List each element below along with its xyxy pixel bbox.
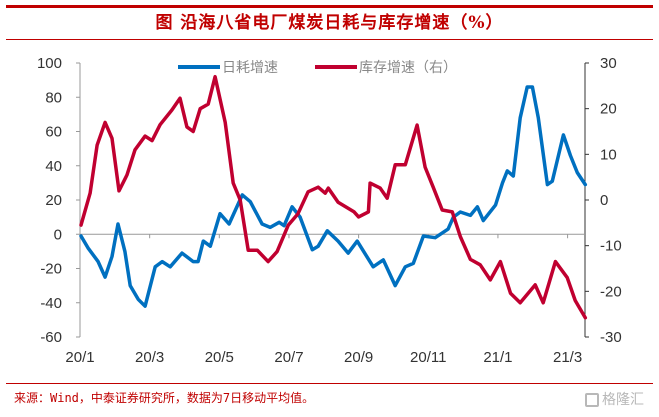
right-tick-label: -20 — [600, 283, 622, 300]
left-tick-label: 80 — [45, 89, 62, 106]
series-line-inventory — [79, 74, 588, 320]
left-tick-label: -40 — [40, 295, 62, 312]
right-tick-label: 10 — [600, 146, 617, 163]
series-group — [79, 74, 588, 320]
x-tick-label: 21/3 — [553, 349, 582, 366]
left-tick-label: 20 — [45, 192, 62, 209]
left-tick-label: 0 — [54, 226, 62, 243]
watermark-text: 格隆汇 — [602, 392, 644, 408]
right-tick-label: -10 — [600, 238, 622, 255]
x-tick-label: 20/9 — [344, 349, 373, 366]
x-tick-label: 21/1 — [483, 349, 512, 366]
footer-divider — [6, 383, 653, 384]
right-tick-label: -30 — [600, 329, 622, 346]
series-line-daily-consumption — [79, 85, 588, 308]
x-tick-label: 20/11 — [410, 349, 446, 366]
logo-icon — [585, 393, 599, 407]
left-tick-label: 100 — [37, 55, 62, 72]
x-tick-label: 20/7 — [274, 349, 303, 366]
left-tick-label: -60 — [40, 329, 62, 346]
x-tick-label: 20/5 — [205, 349, 234, 366]
watermark-logo: 格隆汇 — [585, 389, 653, 411]
chart-title: 图 沿海八省电厂煤炭日耗与库存增速（%） — [155, 13, 504, 33]
left-tick-label: -20 — [40, 261, 62, 278]
axes-group: 100806040200-20-40-603020100-10-20-3020/… — [37, 55, 622, 366]
legend-label: 库存增速（右） — [359, 60, 457, 76]
right-tick-label: 30 — [600, 55, 617, 72]
title-underline — [6, 39, 653, 40]
source-note: 来源：Wind，中泰证券研究所，数据为7日移动平均值。 — [14, 391, 315, 405]
title-top-bar — [6, 5, 653, 8]
right-tick-label: 20 — [600, 101, 617, 118]
left-tick-label: 40 — [45, 158, 62, 175]
right-tick-label: 0 — [600, 192, 608, 209]
x-tick-label: 20/3 — [135, 349, 164, 366]
left-tick-label: 60 — [45, 124, 62, 141]
legend: 日耗增速 库存增速（右） — [178, 60, 457, 76]
x-tick-label: 20/1 — [65, 349, 94, 366]
legend-label: 日耗增速 — [222, 60, 278, 76]
